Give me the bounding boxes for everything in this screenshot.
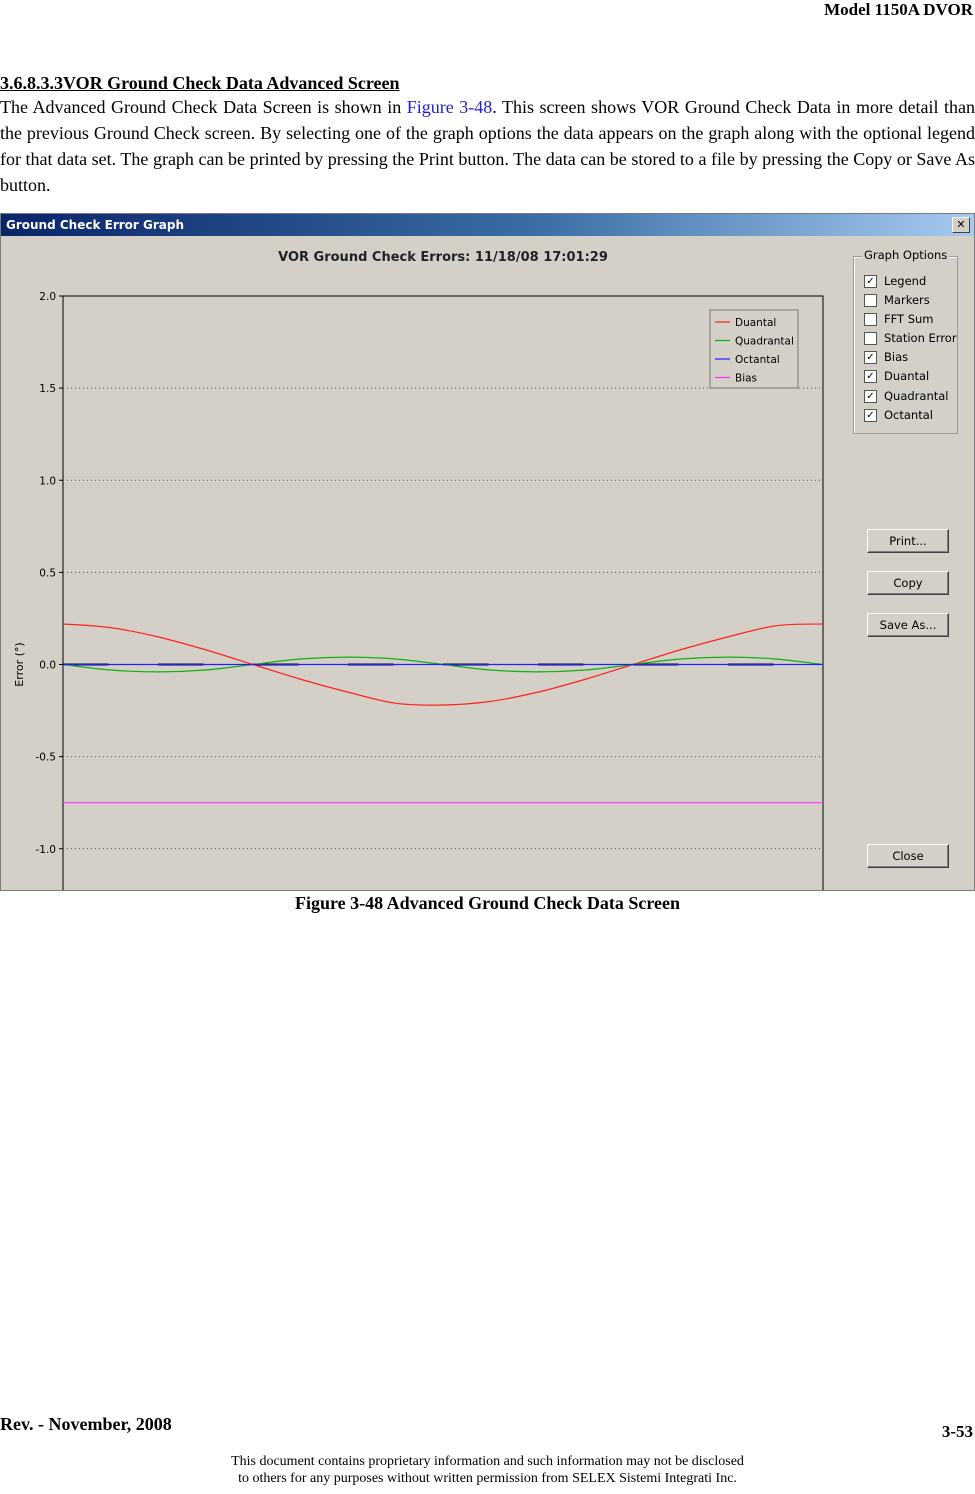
graph-options-group: Graph Options ✓ Legend Markers FFT Sum St… <box>853 248 958 434</box>
option-markers[interactable]: Markers <box>864 292 930 308</box>
checkbox-bias[interactable]: ✓ <box>864 350 877 364</box>
close-icon[interactable]: ✕ <box>952 217 970 233</box>
legend-label: Bias <box>735 373 757 385</box>
option-quadrantal[interactable]: ✓ Quadrantal <box>864 388 949 404</box>
copy-button[interactable]: Copy <box>867 571 949 595</box>
option-octantal[interactable]: ✓ Octantal <box>864 407 933 423</box>
section-heading: 3.6.8.3.3VOR Ground Check Data Advanced … <box>0 72 975 94</box>
figure-reference-link[interactable]: Figure 3-48 <box>406 97 493 117</box>
option-duantal[interactable]: ✓ Duantal <box>864 368 929 384</box>
legend-box <box>709 309 799 389</box>
series-line-duantal <box>62 623 824 706</box>
section-title: VOR Ground Check Data Advanced Screen <box>63 73 400 93</box>
body-before: The Advanced Ground Check Data Screen is… <box>0 97 407 117</box>
legend-label: Quadrantal <box>735 336 794 348</box>
figure-caption: Figure 3-48 Advanced Ground Check Data S… <box>294 893 680 913</box>
checkbox-markers[interactable] <box>864 293 877 307</box>
legend-label: Octantal <box>735 354 780 366</box>
graph-options-label: Graph Options <box>862 248 950 262</box>
save-as-button[interactable]: Save As... <box>867 613 949 637</box>
y-tick-label: 1.5 <box>39 383 56 395</box>
option-station-error[interactable]: Station Error <box>864 330 957 346</box>
y-tick-label: -1.0 <box>36 844 57 856</box>
y-axis-label: Error (°) <box>13 642 26 686</box>
error-graph: 2.01.51.00.50.0-0.5-1.0-1.5-2.00.022.545… <box>13 291 824 890</box>
checkbox-quadrantal[interactable]: ✓ <box>864 389 877 403</box>
section: 3.6.8.3.3VOR Ground Check Data Advanced … <box>0 72 975 198</box>
chart-title: VOR Ground Check Errors: 11/18/08 17:01:… <box>278 250 608 265</box>
checkbox-duantal[interactable]: ✓ <box>864 369 877 383</box>
plot-area <box>62 295 824 890</box>
checkbox-station-error[interactable] <box>864 331 877 345</box>
option-fft-sum[interactable]: FFT Sum <box>864 311 934 327</box>
checkbox-legend[interactable]: ✓ <box>864 274 877 288</box>
proprietary-notice: This document contains proprietary infor… <box>0 1453 975 1487</box>
checkbox-octantal[interactable]: ✓ <box>864 408 877 422</box>
window-title: Ground Check Error Graph <box>6 218 184 232</box>
checkbox-fft-sum[interactable] <box>864 312 877 326</box>
header-model: Model 1150A DVOR <box>824 0 973 19</box>
ground-check-window: Ground Check Error Graph ✕ VOR Ground Ch… <box>0 213 975 891</box>
option-legend[interactable]: ✓ Legend <box>864 273 926 289</box>
notice-line-2: to others for any purposes without writt… <box>238 1471 737 1486</box>
option-bias[interactable]: ✓ Bias <box>864 349 908 365</box>
y-tick-label: 2.0 <box>39 291 56 303</box>
legend-label: Duantal <box>735 317 776 329</box>
window-titlebar: Ground Check Error Graph ✕ <box>1 214 974 236</box>
y-tick-label: -0.5 <box>36 752 57 764</box>
notice-line-1: This document contains proprietary infor… <box>231 1454 744 1469</box>
page-number: 3-53 <box>941 1422 973 1441</box>
close-button[interactable]: Close <box>867 844 949 868</box>
section-number: 3.6.8.3.3 <box>0 73 63 93</box>
y-tick-label: 0.0 <box>39 660 56 672</box>
revision-date: Rev. - November, 2008 <box>0 1414 172 1434</box>
print-button[interactable]: Print... <box>867 529 949 553</box>
section-body: The Advanced Ground Check Data Screen is… <box>0 94 975 198</box>
body-after: . This screen shows VOR Ground Check Dat… <box>0 97 975 195</box>
y-tick-label: 1.0 <box>39 475 56 487</box>
y-tick-label: 0.5 <box>39 567 56 579</box>
